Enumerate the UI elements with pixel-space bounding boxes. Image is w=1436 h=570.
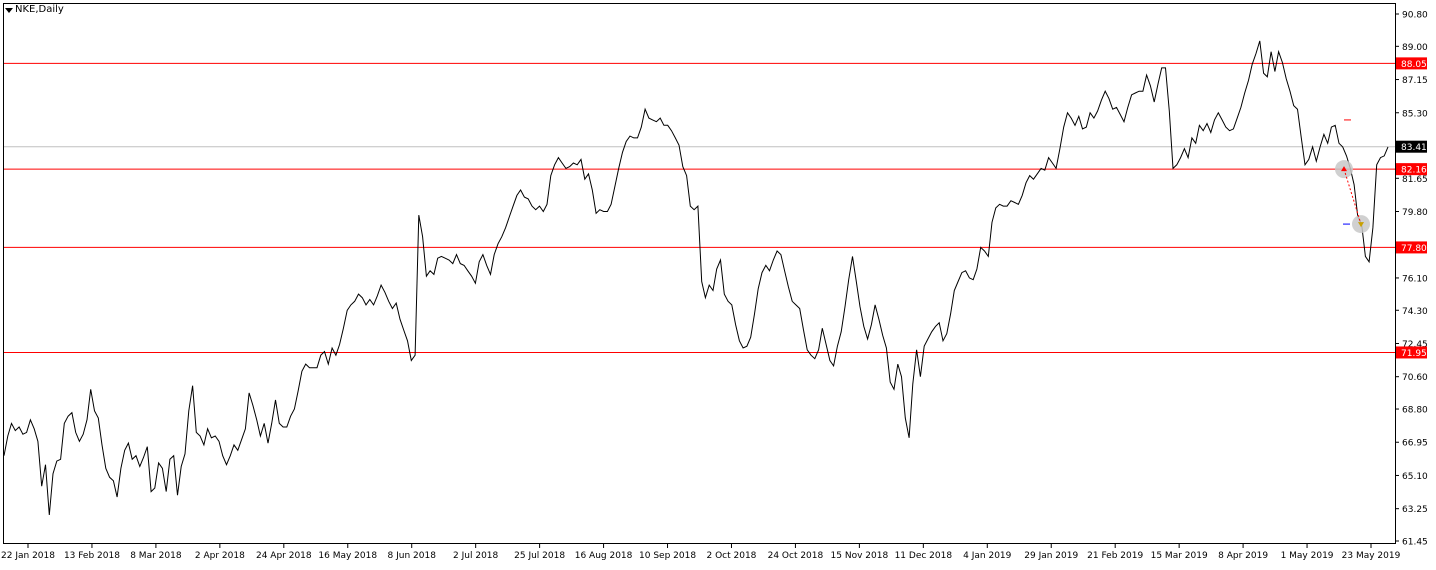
x-tick-label: 8 Jun 2018 — [388, 551, 437, 561]
symbol-timeframe-label: NKE,Daily — [15, 4, 64, 15]
level-price-text: 88.05 — [1401, 60, 1427, 70]
y-tick-label: 79.80 — [1402, 208, 1428, 218]
x-tick-label: 15 Mar 2019 — [1151, 551, 1208, 561]
x-tick-label: 8 Apr 2019 — [1218, 551, 1268, 561]
annotations-group — [1335, 119, 1370, 234]
level-price-text: 77.80 — [1401, 244, 1427, 254]
x-tick-label: 15 Nov 2018 — [831, 551, 889, 561]
y-tick-label: 72.45 — [1402, 340, 1428, 350]
price-axis[interactable]: 90.8089.0087.1585.3083.4581.6579.8077.95… — [1395, 11, 1428, 548]
y-tick-label: 90.80 — [1402, 11, 1428, 21]
x-tick-label: 23 May 2019 — [1342, 551, 1401, 561]
x-tick-label: 4 Jan 2019 — [963, 551, 1011, 561]
x-tick-label: 2 Jul 2018 — [453, 551, 498, 561]
x-tick-label: 16 May 2018 — [318, 551, 377, 561]
x-tick-label: 2 Apr 2018 — [195, 551, 245, 561]
y-tick-label: 63.25 — [1402, 505, 1428, 515]
plot-area-border — [3, 3, 1396, 544]
x-tick-label: 13 Feb 2018 — [64, 551, 120, 561]
level-labels: 88.05 82.16 77.80 71.95 83.41 — [1396, 57, 1427, 359]
current-price-text: 83.41 — [1401, 143, 1427, 153]
y-tick-label: 85.30 — [1402, 109, 1428, 119]
yellow-arrow-icon — [1358, 222, 1364, 228]
y-tick-label: 61.45 — [1402, 538, 1428, 548]
level-price-tag — [1396, 241, 1427, 254]
x-tick-label: 8 Mar 2018 — [130, 551, 182, 561]
y-tick-label: 76.10 — [1402, 274, 1428, 284]
level-price-text: 82.16 — [1401, 166, 1427, 176]
level-price-text: 71.95 — [1401, 349, 1427, 359]
series-group — [3, 40, 1389, 516]
red-arrow-icon — [1341, 166, 1347, 172]
price-series-line — [3, 40, 1389, 516]
symbol-dropdown-icon[interactable] — [5, 8, 13, 13]
x-tick-label: 24 Oct 2018 — [768, 551, 824, 561]
y-tick-label: 66.95 — [1402, 439, 1428, 449]
y-tick-label: 87.15 — [1402, 76, 1428, 86]
level-price-tag — [1396, 346, 1427, 359]
x-tick-label: 1 May 2019 — [1281, 551, 1334, 561]
y-tick-label: 68.80 — [1402, 406, 1428, 416]
y-tick-label: 81.65 — [1402, 175, 1428, 185]
x-tick-label: 25 Jul 2018 — [514, 551, 565, 561]
x-tick-label: 2 Oct 2018 — [707, 551, 757, 561]
trade-connector-line — [1343, 168, 1362, 225]
x-tick-label: 29 Jan 2019 — [1024, 551, 1078, 561]
x-tick-label: 22 Jan 2018 — [1, 551, 55, 561]
x-tick-label: 21 Feb 2019 — [1087, 551, 1143, 561]
level-price-tag — [1396, 163, 1427, 176]
y-tick-label: 89.00 — [1402, 43, 1428, 53]
y-tick-label: 70.60 — [1402, 373, 1428, 383]
x-tick-label: 11 Dec 2018 — [895, 551, 953, 561]
level-price-tag — [1396, 57, 1427, 70]
y-tick-label: 74.30 — [1402, 307, 1428, 317]
current-price-tag — [1396, 140, 1427, 153]
x-tick-label: 10 Sep 2018 — [639, 551, 696, 561]
y-tick-label: 65.10 — [1402, 472, 1428, 482]
x-tick-label: 24 Apr 2018 — [256, 551, 312, 561]
x-tick-label: 16 Aug 2018 — [575, 551, 633, 561]
time-axis[interactable]: 22 Jan 2018 13 Feb 2018 8 Mar 2018 2 Apr 20… — [1, 543, 1401, 561]
